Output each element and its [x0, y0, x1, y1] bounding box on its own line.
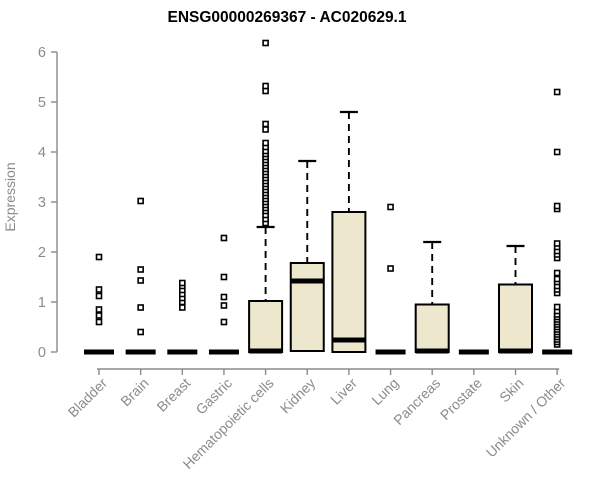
outlier-point — [220, 234, 228, 242]
box-rect — [331, 211, 367, 353]
box-rect — [248, 300, 284, 353]
chart-title: ENSG00000269367 - AC020629.1 — [168, 9, 407, 26]
y-tick-label: 1 — [38, 295, 46, 311]
y-tick-label: 0 — [38, 345, 46, 361]
outlier-point — [95, 292, 103, 300]
box-group — [331, 110, 367, 353]
box-group — [208, 234, 239, 355]
outlier-point — [95, 312, 103, 319]
outlier-point — [95, 318, 103, 326]
y-tick-label: 3 — [38, 195, 46, 211]
collapsed-box — [84, 349, 114, 355]
outlier-point — [95, 253, 103, 261]
box-group — [289, 159, 325, 352]
outlier-point — [137, 266, 144, 273]
x-tick-label: Prostate — [437, 375, 485, 423]
outlier-point — [387, 265, 394, 272]
outlier-point — [95, 306, 103, 313]
x-tick-label: Brain — [117, 375, 151, 409]
outlier-point — [553, 202, 561, 210]
box-group — [498, 244, 533, 354]
box-group — [414, 240, 450, 354]
box-group — [542, 88, 573, 355]
box-group — [125, 197, 156, 355]
collapsed-box — [458, 349, 489, 355]
box-group — [458, 349, 489, 355]
box-group — [167, 279, 198, 355]
outlier-point — [262, 120, 269, 128]
outlier-point — [553, 275, 561, 283]
y-tick-label: 2 — [38, 245, 46, 261]
outlier-point — [553, 240, 561, 247]
box-rect — [498, 283, 533, 353]
outlier-point — [262, 82, 269, 90]
outlier-point — [95, 286, 103, 293]
box-rect — [414, 303, 450, 353]
x-tick-label: Liver — [327, 375, 360, 408]
outlier-point — [262, 139, 269, 147]
outlier-point — [179, 279, 186, 287]
collapsed-box — [125, 349, 156, 355]
y-axis-title: Expression — [2, 162, 18, 231]
outlier-point — [220, 293, 228, 301]
outlier-point — [220, 318, 228, 326]
outlier-point — [262, 39, 269, 47]
outlier-point — [553, 88, 561, 96]
outlier-point — [137, 277, 144, 284]
outlier-point — [137, 304, 144, 311]
outlier-point — [220, 302, 228, 309]
y-tick-label: 5 — [38, 95, 46, 111]
outlier-point — [387, 203, 394, 211]
outlier-point — [220, 273, 228, 281]
y-tick-label: 4 — [38, 145, 46, 161]
outlier-point — [137, 197, 144, 205]
box-group — [375, 203, 406, 355]
x-tick-label: Bladder — [65, 375, 111, 421]
collapsed-box — [375, 349, 406, 355]
x-tick-label: Unknown / Other — [483, 375, 569, 461]
box-group — [84, 253, 114, 355]
x-tick-label: Skin — [496, 375, 527, 406]
plot-layer — [84, 39, 573, 355]
box-rect — [289, 262, 325, 352]
x-tick-label: Lung — [368, 375, 401, 408]
outlier-point — [553, 269, 561, 277]
outlier-point — [137, 328, 144, 336]
outlier-point — [553, 303, 561, 311]
box-group — [248, 39, 284, 354]
outlier-point — [262, 126, 269, 133]
y-tick-label: 6 — [38, 45, 46, 61]
outlier-point — [179, 304, 186, 311]
collapsed-box — [208, 349, 239, 355]
x-tick-label: Kidney — [277, 375, 319, 417]
x-tick-label: Breast — [153, 375, 193, 415]
collapsed-box — [542, 349, 573, 355]
outlier-point — [553, 148, 561, 156]
collapsed-box — [167, 349, 198, 355]
